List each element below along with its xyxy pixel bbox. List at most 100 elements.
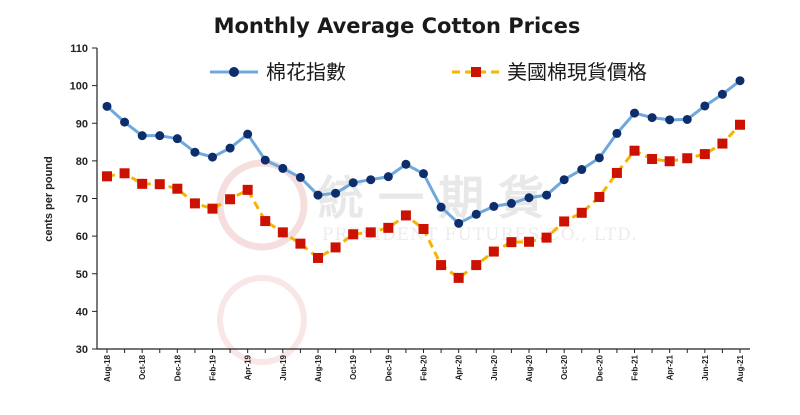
- series-1-point: [436, 202, 446, 212]
- series-2-point: [471, 260, 482, 271]
- watermark: 統一期貨 PRESIDENT FUTURES CO., LTD.: [216, 159, 638, 365]
- y-tick-label: 90: [76, 118, 88, 130]
- series-2-point: [488, 246, 499, 257]
- series-1-point: [120, 117, 130, 127]
- series-1-point: [366, 175, 376, 185]
- series-2-point: [102, 171, 112, 182]
- series-1-point: [700, 101, 710, 111]
- series-1-point: [454, 218, 464, 228]
- watermark-sub-text: PRESIDENT FUTURES CO., LTD.: [322, 225, 638, 245]
- series-1-point: [313, 190, 323, 200]
- series-2-point: [453, 272, 464, 283]
- series-1-point: [172, 134, 182, 144]
- series-2-point: [154, 179, 165, 190]
- series-1-point: [717, 89, 727, 99]
- series-1-point: [295, 172, 305, 182]
- x-tick-label: Aug-18: [103, 354, 112, 382]
- series-2-point: [225, 194, 236, 205]
- series-1-point: [102, 101, 112, 111]
- series-2-point: [330, 242, 341, 253]
- series-1-point: [630, 108, 639, 118]
- series-2-point: [524, 236, 534, 247]
- series-1-point: [348, 178, 358, 188]
- x-tick-label: Apr-20: [455, 354, 464, 380]
- y-tick-label: 40: [76, 306, 88, 318]
- x-tick-label: Aug-20: [525, 354, 534, 382]
- legend-marker-series-1: [229, 67, 239, 77]
- series-2-point: [313, 252, 323, 263]
- series-1-point: [542, 190, 552, 200]
- series-2-point: [717, 138, 728, 149]
- series-2-point: [207, 203, 218, 214]
- legend: 棉花指數 美國棉現貨價格: [210, 60, 647, 84]
- series-2-point: [365, 227, 376, 238]
- series-2-point: [611, 167, 622, 178]
- legend-marker-series-2: [471, 67, 481, 77]
- series-2-point: [348, 229, 359, 240]
- series-2-point: [119, 168, 130, 179]
- series-1-point: [506, 198, 516, 208]
- series-2-point: [260, 216, 271, 227]
- x-tick-label: Oct-19: [349, 354, 358, 379]
- x-tick-label: Oct-18: [138, 354, 147, 379]
- series-2-point: [735, 119, 745, 130]
- x-tick-label: Jun-19: [279, 354, 288, 380]
- y-ticks: 30 40 50 60 70 80 90 100 110: [70, 43, 97, 356]
- x-tick-label: Apr-21: [666, 354, 675, 380]
- y-tick-label: 80: [76, 156, 88, 168]
- series-1-point: [331, 188, 341, 198]
- series-1-point: [260, 155, 270, 165]
- x-tick-label: Oct-20: [560, 354, 569, 379]
- x-ticks: Aug-18 Oct-18 Dec-18 Feb-19 Apr-19 Jun-19 Aug-…: [103, 349, 745, 382]
- series-1-point: [208, 152, 217, 162]
- x-tick-label: Feb-20: [420, 354, 429, 380]
- chart-title: Monthly Average Cotton Prices: [214, 14, 581, 38]
- series-2-point: [647, 153, 658, 164]
- y-tick-label: 110: [70, 43, 88, 55]
- series-1-point: [471, 209, 481, 219]
- series-2-point: [189, 198, 200, 209]
- y-tick-label: 30: [76, 344, 88, 356]
- x-tick-label: Dec-20: [595, 354, 604, 381]
- y-tick-label: 60: [76, 231, 88, 243]
- series-1-point: [243, 129, 253, 139]
- series-2-point: [664, 156, 675, 167]
- series-2-point: [682, 153, 693, 164]
- series-2-point: [242, 184, 253, 195]
- legend-label-series-2: 美國棉現貨價格: [507, 60, 647, 84]
- x-tick-label: Feb-21: [631, 354, 640, 380]
- legend-item-series-2: 美國棉現貨價格: [452, 60, 647, 84]
- series-1-point: [594, 153, 604, 163]
- series-2-point: [418, 223, 429, 234]
- y-tick-label: 70: [76, 194, 88, 206]
- series-2-point: [400, 210, 411, 221]
- y-tick-label: 100: [70, 81, 88, 93]
- series-1-point: [524, 193, 534, 203]
- x-tick-label: Feb-19: [209, 354, 218, 380]
- series-2-point: [594, 191, 605, 202]
- series-1-point: [155, 131, 165, 141]
- series-1-point: [190, 147, 200, 157]
- series-1-point: [647, 113, 657, 123]
- series-2-point: [277, 227, 288, 238]
- series-2-point: [436, 260, 447, 271]
- x-tick-label: Aug-21: [736, 354, 745, 382]
- series-2-point: [576, 207, 587, 218]
- series-1-point: [383, 172, 393, 182]
- y-tick-label: 50: [76, 269, 88, 281]
- series-2-point: [629, 145, 640, 156]
- legend-label-series-1: 棉花指數: [266, 60, 346, 84]
- series-2-point: [541, 232, 552, 243]
- watermark-logo-circle: [216, 159, 308, 251]
- series-2-point: [172, 183, 183, 194]
- legend-item-series-1: 棉花指數: [210, 60, 346, 84]
- x-tick-label: Dec-18: [173, 354, 182, 381]
- series-2-point: [699, 149, 710, 160]
- y-axis-label: cents per pound: [43, 156, 55, 242]
- series-markers: [102, 76, 745, 283]
- series-2-point: [137, 178, 148, 189]
- series-1-point: [577, 165, 587, 175]
- x-tick-label: Apr-19: [244, 354, 253, 380]
- series-1-point: [682, 114, 692, 124]
